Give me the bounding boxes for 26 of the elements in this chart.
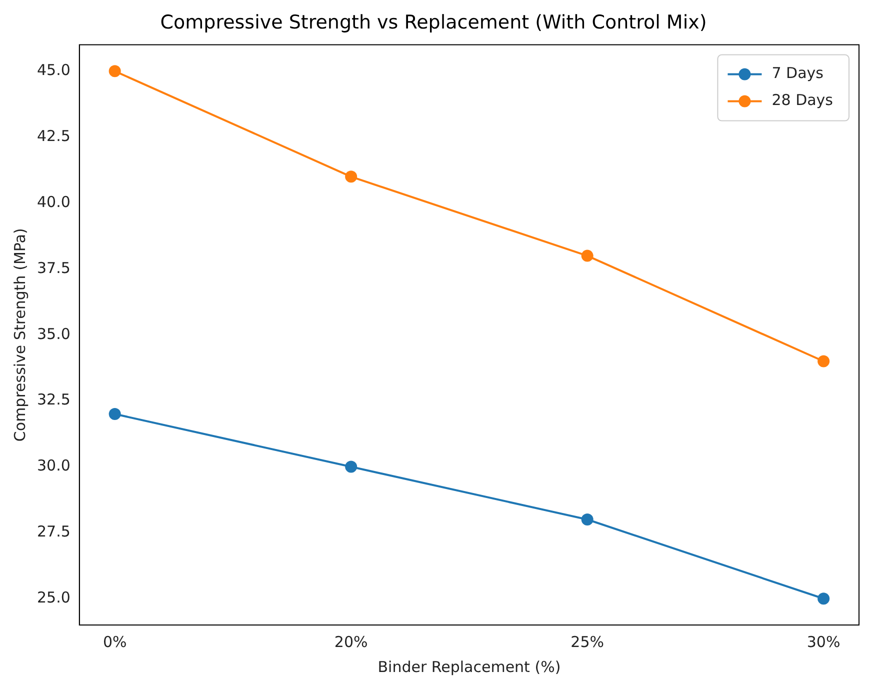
y-tick-label: 27.5 <box>36 522 70 541</box>
y-tick-label: 45.0 <box>36 61 70 80</box>
y-tick-label: 32.5 <box>36 390 70 409</box>
chart-title: Compressive Strength vs Replacement (With Control Mix) <box>160 11 707 34</box>
y-tick-label: 42.5 <box>36 126 70 145</box>
x-tick-label: 25% <box>570 632 604 651</box>
point <box>818 355 830 368</box>
x-tick-label: 0% <box>102 632 127 651</box>
legend-label: 28 Days <box>772 91 834 110</box>
y-tick-label: 40.0 <box>36 192 70 211</box>
point <box>345 460 358 473</box>
y-tick-label: 25.0 <box>36 588 70 607</box>
x-tick-label: 30% <box>806 632 840 651</box>
y-tick-label: 37.5 <box>36 258 70 277</box>
y-tick-label: 35.0 <box>36 324 70 343</box>
point <box>818 592 830 605</box>
y-tick-label: 30.0 <box>36 456 70 475</box>
point <box>345 170 358 183</box>
point <box>581 250 594 262</box>
legend-label: 7 Days <box>772 64 824 82</box>
point <box>108 65 121 78</box>
x-axis-title: Binder Replacement (%) <box>378 658 561 676</box>
point <box>108 408 121 420</box>
point <box>581 514 594 526</box>
y-axis-title: Compressive Strength (MPa) <box>10 228 29 442</box>
x-tick-label: 20% <box>334 632 368 651</box>
